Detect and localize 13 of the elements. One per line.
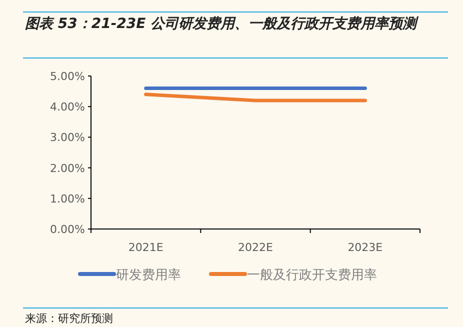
y-tick-label: 5.00% [50, 70, 85, 83]
source-note: 来源：研究所预测 [25, 312, 113, 325]
legend-label: 一般及行政开支费用率 [247, 267, 377, 283]
y-tick-label: 2.00% [50, 162, 85, 175]
x-tick-label: 2022E [238, 241, 274, 254]
x-tick-label: 2021E [128, 241, 164, 254]
title: 图表 53：21-23E 公司研发费用、一般及行政开支费用率预测 [25, 16, 417, 32]
y-tick-label: 4.00% [50, 100, 85, 114]
legend-label: 研发费用率 [116, 267, 181, 283]
x-tick-label: 2023E [348, 241, 383, 254]
y-tick-label: 1.00% [50, 192, 85, 206]
y-tick-label: 3.00% [50, 131, 85, 144]
y-tick-label: 0.00% [50, 223, 85, 236]
